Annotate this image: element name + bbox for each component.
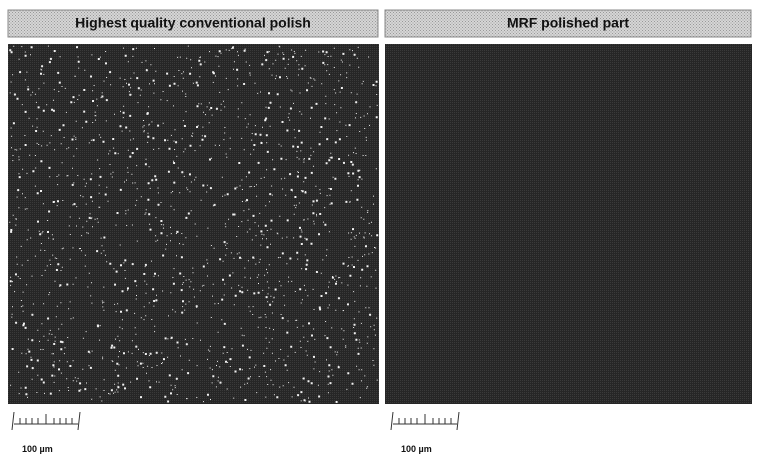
micrograph (8, 44, 379, 404)
scale-label: 100 µm (22, 444, 53, 454)
panel-title: MRF polished part (507, 15, 629, 31)
panel-title: Highest quality conventional polish (75, 15, 311, 31)
scale-bar (390, 411, 460, 431)
scale-bar (11, 411, 81, 431)
header-bar (384, 9, 752, 38)
scale-label: 100 µm (401, 444, 432, 454)
micrograph (385, 44, 752, 404)
header-bar (7, 9, 379, 38)
